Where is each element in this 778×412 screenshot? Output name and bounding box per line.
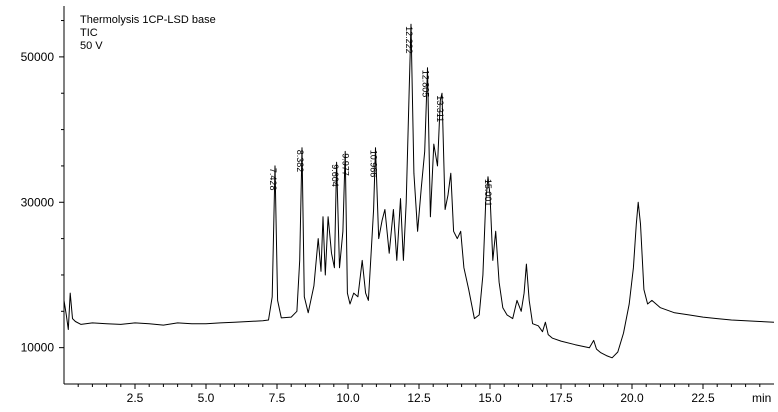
peak-label: 15.001 [483, 179, 493, 207]
x-tick-label: 22.5 [691, 391, 715, 405]
x-tick-label: 15.0 [478, 391, 502, 405]
x-tick-label: 20.0 [620, 391, 644, 405]
y-tick-label: 10000 [21, 341, 55, 355]
y-tick-label: 30000 [21, 195, 55, 209]
chart-title: Thermolysis 1CP-LSD base [80, 14, 216, 26]
x-tick-label: 12.5 [407, 391, 431, 405]
x-tick-label: 5.0 [198, 391, 215, 405]
x-tick-label: 7.5 [269, 391, 286, 405]
peak-label: 12.805 [421, 70, 431, 98]
y-ticks: 10000 30000 50000 [21, 20, 64, 355]
chart-info-block: Thermolysis 1CP-LSD base TIC 50 V [80, 14, 216, 53]
peak-labels: 7.428 8.382 9.604 9.977 10.966 12.222 12.805 13… [268, 26, 493, 206]
x-tick-label: 17.5 [549, 391, 573, 405]
tic-trace [63, 23, 775, 359]
chart-subtitle-mode: TIC [80, 27, 98, 39]
x-tick-label: 2.5 [127, 391, 144, 405]
y-tick-label: 50000 [21, 50, 55, 64]
peak-label: 9.977 [340, 153, 350, 176]
x-tick-label: 10.0 [336, 391, 360, 405]
x-ticks: 2.5 5.0 7.5 10.0 12.5 15.0 17.5 20.0 22.5 [77, 384, 761, 405]
x-axis-unit-label: min [752, 391, 771, 405]
peak-label: 9.604 [330, 164, 340, 187]
peak-label: 10.966 [368, 150, 378, 178]
axes [63, 6, 774, 385]
chart-subtitle-voltage: 50 V [80, 40, 103, 52]
peak-label: 7.428 [268, 168, 278, 191]
peak-label: 12.222 [404, 26, 414, 54]
peak-label: 13.311 [435, 95, 445, 122]
peak-label: 8.382 [295, 150, 305, 173]
